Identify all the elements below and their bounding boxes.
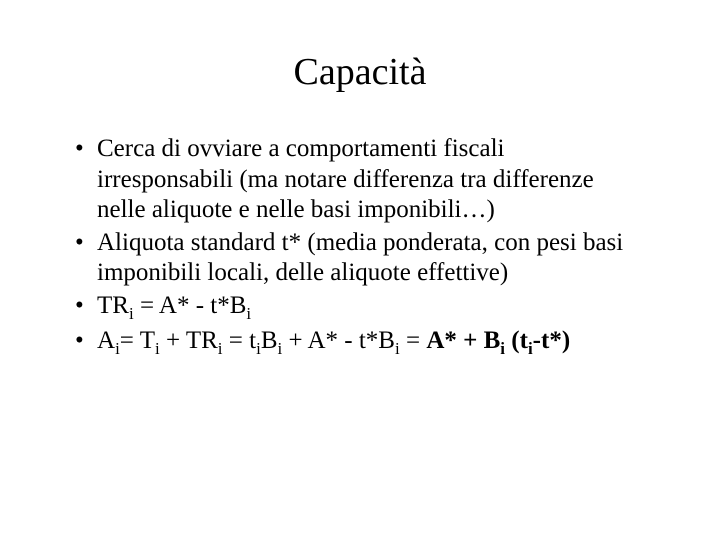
bullet-item-3: TRi = A* - t*Bi xyxy=(75,291,645,325)
bullet-3-tr: TR xyxy=(97,292,129,319)
b4-eq3: = xyxy=(400,327,427,354)
bullet-3-sub-i2: i xyxy=(246,304,251,323)
b4-s7: i xyxy=(500,339,505,358)
b4-s8: i xyxy=(528,339,533,358)
b4-s5: i xyxy=(278,339,283,358)
b4-s1: i xyxy=(115,339,120,358)
b4-b: B xyxy=(261,327,278,354)
b4-bold-end: -t*) xyxy=(533,327,570,354)
b4-s4: i xyxy=(256,339,261,358)
b4-plus2: + A* - t*B xyxy=(282,327,395,354)
bullet-item-1: Cerca di ovviare a comportamenti fiscali… xyxy=(75,134,645,226)
b4-s2: i xyxy=(155,339,160,358)
bullet-3-mid: = A* - t*B xyxy=(134,292,247,319)
bullet-3-sub-i1: i xyxy=(129,304,134,323)
bullet-list: Cerca di ovviare a comportamenti fiscali… xyxy=(75,134,645,360)
b4-bold-t: (t xyxy=(505,327,528,354)
b4-eq1: = T xyxy=(120,327,155,354)
b4-plus1: + TR xyxy=(160,327,218,354)
b4-s6: i xyxy=(395,339,400,358)
b4-eq2: = t xyxy=(223,327,257,354)
bullet-1-text: Cerca di ovviare a comportamenti fiscali… xyxy=(97,135,594,223)
bullet-2-text: Aliquota standard t* (media ponderata, c… xyxy=(97,229,623,287)
b4-s3: i xyxy=(218,339,223,358)
b4-bold-a: A* + B xyxy=(426,327,500,354)
bullet-item-2: Aliquota standard t* (media ponderata, c… xyxy=(75,228,645,289)
slide-title: Capacità xyxy=(75,50,645,94)
b4-a: A xyxy=(97,327,115,354)
slide: Capacità Cerca di ovviare a comportament… xyxy=(0,0,720,540)
bullet-item-4: Ai= Ti + TRi = tiBi + A* - t*Bi = A* + B… xyxy=(75,326,645,360)
